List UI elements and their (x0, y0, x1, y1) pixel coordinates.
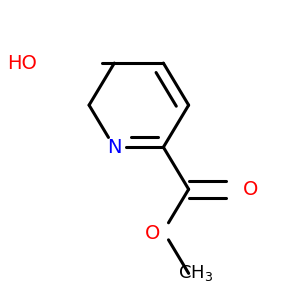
Text: CH$_3$: CH$_3$ (178, 263, 214, 283)
Text: HO: HO (7, 54, 37, 73)
Text: O: O (243, 180, 258, 199)
Text: N: N (107, 138, 122, 157)
Text: O: O (145, 224, 161, 243)
